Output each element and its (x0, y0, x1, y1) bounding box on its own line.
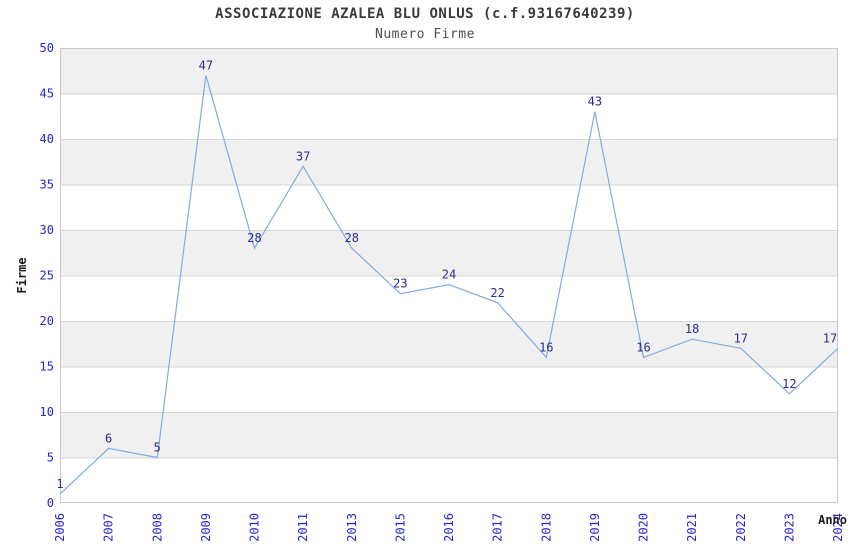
x-tick-label: 2015 (393, 513, 407, 542)
data-point-label: 5 (154, 441, 161, 455)
data-point-label: 18 (685, 322, 699, 336)
data-point-label: 28 (345, 231, 359, 245)
band-stripe (60, 321, 838, 367)
x-tick-label: 2018 (539, 513, 553, 542)
band-stripe (60, 412, 838, 458)
data-point-label: 16 (539, 340, 553, 354)
data-point-label: 47 (199, 58, 213, 72)
x-tick-label: 2009 (199, 513, 213, 542)
chart-title: ASSOCIAZIONE AZALEA BLU ONLUS (c.f.93167… (215, 6, 635, 22)
y-tick-label: 5 (47, 451, 54, 465)
data-point-label: 23 (393, 277, 407, 291)
data-point-label: 43 (588, 95, 602, 109)
y-tick-label: 45 (40, 87, 54, 101)
data-point-label: 1 (56, 477, 63, 491)
data-point-label: 37 (296, 149, 310, 163)
y-tick-label: 20 (40, 314, 54, 328)
band-stripe (60, 230, 838, 276)
x-tick-label: 2016 (442, 513, 456, 542)
y-tick-label: 40 (40, 132, 54, 146)
series-line (59, 75, 839, 495)
data-point-label: 24 (442, 268, 456, 282)
x-tick-label: 2017 (491, 513, 505, 542)
band-stripe (60, 139, 838, 185)
data-point-label: 6 (105, 431, 112, 445)
x-tick-label: 2022 (734, 513, 748, 542)
y-tick-label: 10 (40, 405, 54, 419)
y-tick-label: 15 (40, 360, 54, 374)
plot-border (60, 48, 838, 503)
y-axis-title: Firme (15, 257, 29, 293)
x-tick-label: 2019 (588, 513, 602, 542)
x-tick-label: 2023 (782, 513, 796, 542)
x-tick-label: 2010 (248, 513, 262, 542)
data-point-label: 17 (734, 331, 748, 345)
x-tick-label: 2013 (345, 513, 359, 542)
x-tick-label: 2024 (831, 513, 845, 542)
x-tick-label: 2021 (685, 513, 699, 542)
x-axis-title: Anno (818, 513, 847, 527)
data-point-label: 28 (247, 231, 261, 245)
y-tick-label: 25 (40, 269, 54, 283)
chart-subtitle: Numero Firme (375, 27, 475, 42)
data-point-label: 16 (636, 340, 650, 354)
x-tick-label: 2008 (150, 513, 164, 542)
x-tick-label: 2007 (102, 513, 116, 542)
x-tick-label: 2020 (637, 513, 651, 542)
y-tick-label: 30 (40, 223, 54, 237)
y-tick-label: 50 (40, 41, 54, 55)
band-stripe (60, 48, 838, 94)
data-point-label: 12 (782, 377, 796, 391)
x-tick-label: 2006 (53, 513, 67, 542)
data-point-label: 22 (490, 286, 504, 300)
data-point-label: 17 (823, 331, 837, 345)
y-tick-label: 35 (40, 178, 54, 192)
y-tick-label: 0 (47, 496, 54, 510)
x-tick-label: 2011 (296, 513, 310, 542)
